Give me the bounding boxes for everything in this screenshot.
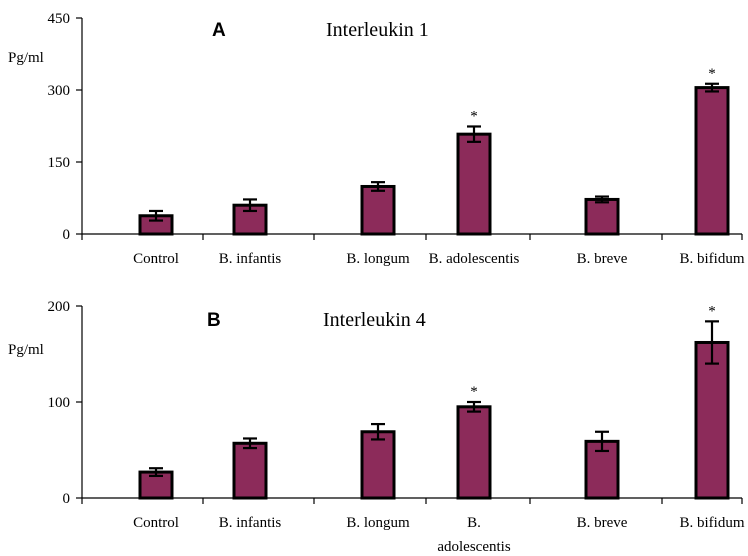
panel-b-title: Interleukin 4 — [323, 309, 426, 331]
panel-a-y-tick-label: 450 — [48, 11, 71, 27]
panel-b-category-label: adolescentis — [437, 539, 510, 555]
panel-b-category-label: B. infantis — [219, 515, 282, 531]
panel-a: A Interleukin 1 Pg/ml 0 150 300 450 Control B… — [8, 11, 745, 267]
panel-b-letter: B — [207, 310, 221, 331]
panel-b-y-tick-label: 0 — [63, 491, 71, 507]
panel-b-significance-marker: * — [708, 303, 716, 319]
panel-a-bar — [456, 132, 492, 236]
panel-b-bar — [694, 340, 730, 500]
panel-a-y-tick-label: 150 — [48, 155, 71, 171]
panel-b-category-label: Control — [133, 515, 179, 531]
panel-a-category-label: B. breve — [577, 251, 628, 267]
panel-b: B Interleukin 4 Pg/ml 0 100 200 Control B. i… — [8, 299, 745, 555]
panel-a-letter: A — [212, 20, 226, 41]
panel-b-bar — [456, 405, 492, 500]
panel-a-title: Interleukin 1 — [326, 19, 429, 41]
panel-b-category-label: B. — [467, 515, 481, 531]
panel-b-bar — [232, 441, 268, 500]
panel-a-y-tick-label: 300 — [48, 83, 71, 99]
panel-b-bar — [584, 439, 620, 500]
panel-b-category-label: B. breve — [577, 515, 628, 531]
panel-a-bar — [360, 184, 396, 236]
panel-a-y-tick-label: 0 — [63, 227, 71, 243]
panel-a-category-label: B. bifidum — [679, 251, 744, 267]
panel-a-significance-marker: * — [470, 108, 478, 124]
panel-a-y-unit: Pg/ml — [8, 50, 44, 66]
panel-a-significance-marker: * — [708, 66, 716, 82]
panel-b-plot-area: 0 100 200 Control B. infantis B. longum * B. ado… — [48, 299, 745, 555]
panel-b-significance-marker: * — [470, 384, 478, 400]
panel-a-category-label: B. longum — [346, 251, 410, 267]
panel-b-y-tick-label: 100 — [48, 395, 71, 411]
panel-a-category-label: Control — [133, 251, 179, 267]
panel-a-plot-area: 0 150 300 450 Control B. infantis B. longum * B.… — [48, 11, 745, 267]
panel-a-category-label: B. infantis — [219, 251, 282, 267]
panel-b-category-label: B. bifidum — [679, 515, 744, 531]
panel-b-category-label: B. longum — [346, 515, 410, 531]
panel-a-category-label: B. adolescentis — [429, 251, 520, 267]
panel-b-bar — [360, 430, 396, 500]
panel-b-y-tick-label: 200 — [48, 299, 71, 315]
panel-a-bar — [584, 197, 620, 236]
panel-a-bar — [694, 86, 730, 236]
panel-b-y-unit: Pg/ml — [8, 342, 44, 358]
